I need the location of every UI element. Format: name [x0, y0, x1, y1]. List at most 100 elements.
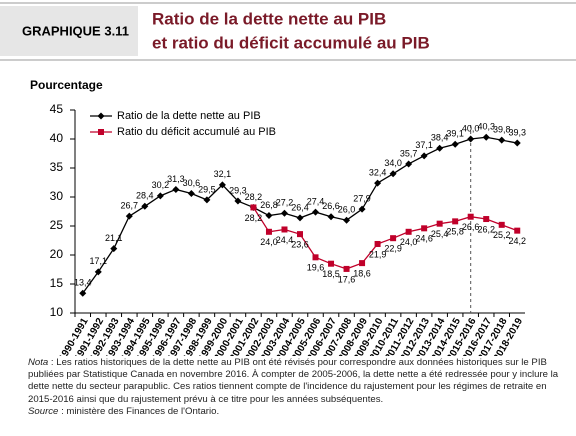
point [359, 260, 366, 267]
point [98, 129, 104, 135]
point [187, 190, 195, 198]
y-tick-label: 45 [50, 102, 64, 116]
point [110, 245, 118, 253]
data-label: 26,0 [338, 205, 356, 215]
source-label: Source [28, 405, 59, 417]
point [79, 289, 87, 297]
data-label: 23,6 [291, 239, 309, 249]
y-tick-label: 30 [50, 189, 64, 203]
data-label: 18,5 [322, 269, 340, 279]
point [358, 205, 366, 213]
data-label: 24,4 [276, 235, 294, 245]
data-label: 25,2 [493, 230, 511, 240]
point [296, 214, 304, 222]
point [452, 218, 459, 225]
data-label: 24,0 [260, 237, 278, 247]
data-label: 26,7 [121, 201, 139, 211]
point [421, 225, 428, 232]
data-label: 32,4 [369, 167, 387, 177]
data-label: 22,9 [384, 244, 402, 254]
legend-label: Ratio de la dette nette au PIB [117, 110, 261, 122]
note-text: : Les ratios historiques de la dette net… [28, 357, 559, 405]
data-label: 24,0 [400, 237, 418, 247]
point [374, 240, 381, 247]
point [328, 260, 335, 267]
source: Source : ministère des Finances de l'Ont… [28, 406, 568, 418]
data-label: 32,1 [214, 169, 232, 179]
data-label: 30,2 [152, 180, 170, 190]
chart-title: Ratio de la dette nette au PIB [152, 9, 386, 28]
data-label: 39,3 [508, 127, 526, 137]
point [420, 152, 428, 160]
point [312, 208, 320, 216]
point [436, 220, 443, 227]
point [297, 231, 303, 238]
data-label: 29,5 [198, 184, 216, 194]
y-tick-label: 25 [50, 218, 64, 232]
data-label: 19,6 [307, 263, 325, 273]
data-label: 29,3 [229, 185, 247, 195]
point [218, 181, 226, 189]
point [451, 140, 459, 148]
data-label: 27,9 [353, 194, 371, 204]
point [125, 212, 133, 220]
data-label: 26,6 [462, 222, 480, 232]
point [389, 170, 397, 178]
note: Nota : Les ratios historiques de la dett… [28, 357, 568, 406]
data-label: 38,4 [431, 133, 449, 143]
data-label: 27,4 [307, 196, 325, 206]
data-label: 39,8 [493, 125, 511, 135]
data-label: 31,3 [167, 174, 185, 184]
note-label: Nota [28, 357, 49, 368]
point [203, 196, 211, 204]
data-label: 28,2 [245, 213, 263, 223]
data-label: 26,2 [477, 224, 495, 234]
point [482, 133, 490, 141]
point [405, 228, 412, 235]
point [514, 227, 521, 234]
point [234, 197, 242, 205]
chart: GRAPHIQUE 3.11 Ratio de la dette nette a… [0, 2, 576, 364]
header-label-bg [0, 6, 138, 56]
point [467, 213, 474, 220]
chart-title: et ratio du déficit accumulé au PIB [152, 33, 430, 52]
point [281, 226, 288, 233]
data-label: 25,4 [431, 229, 449, 239]
point [498, 221, 505, 228]
data-label: 17,6 [338, 274, 356, 284]
data-label: 40,3 [477, 122, 495, 132]
y-tick-label: 10 [50, 305, 64, 319]
data-label: 39,1 [446, 129, 464, 139]
point [172, 185, 180, 193]
data-label: 21,1 [105, 233, 123, 243]
point [374, 179, 382, 187]
point [280, 209, 288, 217]
point [436, 144, 444, 152]
point [483, 216, 490, 223]
point [327, 213, 335, 221]
data-label: 28,4 [136, 191, 154, 201]
point [405, 160, 413, 168]
point [312, 254, 319, 261]
point [97, 112, 105, 120]
point [498, 136, 506, 144]
legend-label: Ratio du déficit accumulé au PIB [117, 126, 276, 138]
data-label: 40,0 [462, 123, 480, 133]
data-label: 28,2 [245, 192, 263, 202]
data-label: 30,6 [183, 178, 201, 188]
point [343, 216, 351, 224]
data-label: 13,4 [74, 278, 92, 288]
data-label: 21,9 [369, 249, 387, 259]
point [343, 265, 350, 272]
point [265, 228, 272, 235]
point [94, 268, 102, 276]
point [467, 135, 475, 143]
source-text: : ministère des Finances de l'Ontario. [58, 405, 220, 417]
y-tick-label: 15 [50, 276, 64, 290]
notes: Nota : Les ratios historiques de la dett… [28, 357, 568, 418]
data-label: 35,7 [400, 148, 418, 158]
header-label: GRAPHIQUE 3.11 [22, 23, 129, 38]
point [250, 204, 257, 211]
point [156, 192, 164, 200]
